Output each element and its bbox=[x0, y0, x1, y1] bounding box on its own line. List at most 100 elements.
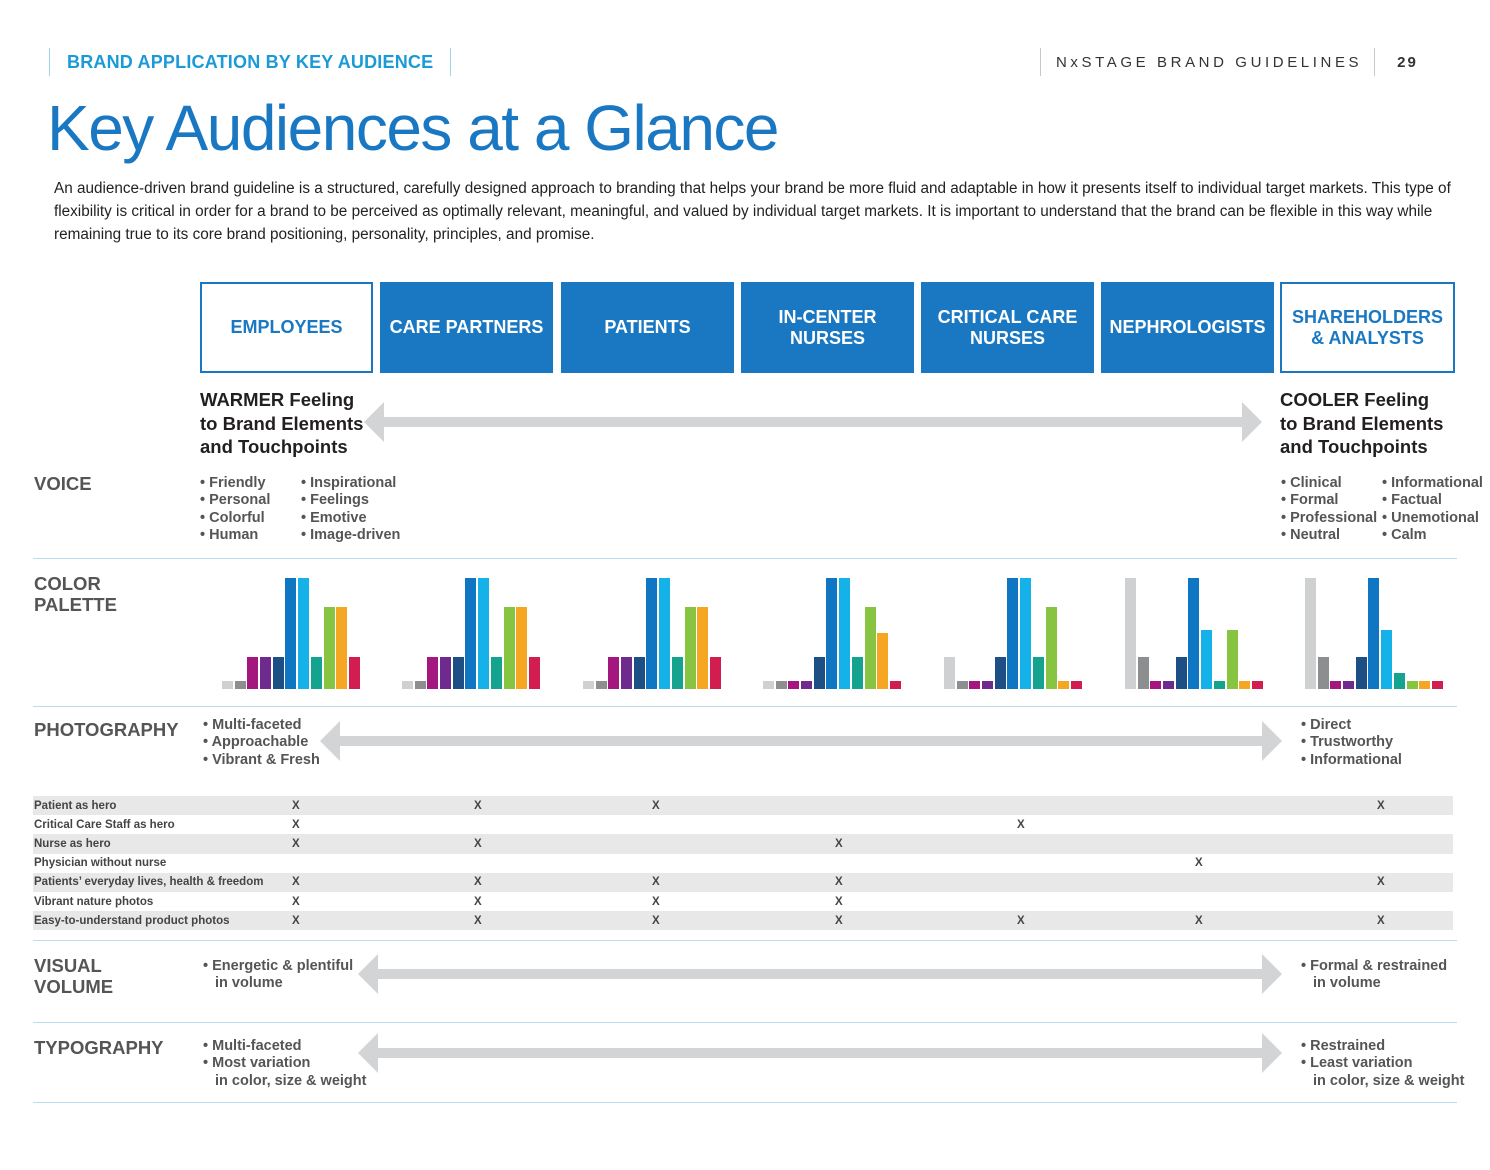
row-mark: X bbox=[652, 895, 660, 908]
row-mark: X bbox=[292, 834, 474, 854]
row-mark: X bbox=[292, 911, 474, 931]
palette-swatch-bar bbox=[621, 657, 633, 689]
photography-arrow bbox=[320, 721, 1282, 761]
palette-swatch-bar bbox=[684, 607, 696, 689]
list-item: Informational bbox=[1382, 475, 1483, 492]
list-item: Feelings bbox=[301, 492, 400, 509]
table-row: Physician without nurse X bbox=[33, 854, 1453, 873]
photography-warm-list: Multi-faceted Approachable Vibrant & Fre… bbox=[203, 717, 320, 769]
row-mark bbox=[1017, 854, 1195, 873]
palette-swatch-bar bbox=[671, 657, 683, 689]
audience-care-partners: CARE PARTNERS bbox=[380, 282, 553, 373]
palette-swatch-bar bbox=[272, 657, 284, 689]
palette-swatch-bar bbox=[788, 681, 800, 689]
palette-swatch-bar bbox=[839, 578, 851, 689]
list-item: Multi-faceted bbox=[203, 1038, 366, 1055]
table-row: Patients’ everyday lives, health & freed… bbox=[33, 872, 1453, 892]
row-mark: X bbox=[835, 895, 843, 908]
row-mark: X bbox=[1017, 818, 1025, 831]
palette-swatch-bar bbox=[478, 578, 490, 689]
photography-matrix: Patient as hero X X X X Critical Care Staff a… bbox=[33, 796, 1453, 931]
palette-shareholders-analysts bbox=[1305, 578, 1445, 689]
palette-swatch-bar bbox=[323, 607, 335, 689]
palette-critical-care-nurses bbox=[944, 578, 1084, 689]
audience-in-center-nurses: IN-CENTER NURSES bbox=[741, 282, 914, 373]
list-item: Personal bbox=[200, 492, 270, 509]
list-item: Informational bbox=[1301, 752, 1402, 769]
row-mark bbox=[1195, 892, 1377, 911]
palette-care-partners bbox=[402, 578, 542, 689]
palette-swatch-bar bbox=[864, 607, 876, 689]
row-label: Vibrant nature photos bbox=[34, 895, 154, 908]
typography-arrow bbox=[358, 1033, 1282, 1073]
row-mark: X bbox=[474, 895, 482, 908]
palette-swatch-bar bbox=[956, 681, 968, 689]
list-item: Colorful bbox=[200, 510, 270, 527]
palette-swatch-bar bbox=[427, 657, 439, 689]
guidelines-title: NxSTAGE BRAND GUIDELINES bbox=[1041, 48, 1376, 76]
audience-employees: EMPLOYEES bbox=[200, 282, 373, 373]
row-mark bbox=[1377, 834, 1453, 854]
row-mark bbox=[1017, 834, 1195, 854]
palette-swatch-bar bbox=[1163, 681, 1175, 689]
guidelines-header: NxSTAGE BRAND GUIDELINES 29 bbox=[1040, 48, 1418, 76]
palette-swatch-bar bbox=[1125, 578, 1136, 689]
palette-swatch-bar bbox=[1175, 657, 1187, 689]
warmer-feeling-label: WARMER Feeling to Brand Elements and Tou… bbox=[200, 389, 364, 457]
palette-swatch-bar bbox=[763, 681, 774, 689]
palette-swatch-bar bbox=[1032, 657, 1044, 689]
palette-swatch-bar bbox=[646, 578, 658, 689]
palette-swatch-bar bbox=[1150, 681, 1162, 689]
palette-swatch-bar bbox=[1355, 657, 1367, 689]
row-mark: X bbox=[1195, 911, 1377, 931]
palette-swatch-bar bbox=[285, 578, 297, 689]
palette-employees bbox=[222, 578, 362, 689]
palette-swatch-bar bbox=[1368, 578, 1380, 689]
list-item: Image-driven bbox=[301, 527, 400, 544]
palette-swatch-bar bbox=[222, 681, 233, 689]
palette-patients bbox=[583, 578, 723, 689]
row-mark: X bbox=[652, 911, 835, 931]
palette-swatch-bar bbox=[1239, 681, 1251, 689]
palette-swatch-bar bbox=[414, 681, 426, 689]
divider bbox=[33, 940, 1457, 941]
row-mark bbox=[835, 854, 1017, 873]
palette-swatch-bar bbox=[1419, 681, 1431, 689]
palette-swatch-bar bbox=[1317, 657, 1329, 689]
palette-swatch-bar bbox=[697, 607, 709, 689]
palette-swatch-bar bbox=[1406, 681, 1418, 689]
row-mark: X bbox=[1377, 911, 1453, 931]
palette-swatch-bar bbox=[336, 607, 348, 689]
row-label: Easy-to-understand product photos bbox=[33, 911, 292, 931]
typography-warm-line-2: Most variation bbox=[212, 1055, 311, 1072]
palette-swatch-bar bbox=[659, 578, 671, 689]
row-mark: X bbox=[474, 872, 652, 892]
list-item: Multi-faceted bbox=[203, 717, 320, 734]
list-item: Unemotional bbox=[1382, 510, 1483, 527]
row-mark bbox=[474, 815, 652, 834]
divider bbox=[33, 706, 1457, 707]
table-row: Critical Care Staff as hero X X bbox=[33, 815, 1453, 834]
palette-swatch-bar bbox=[1393, 673, 1405, 689]
typography-warm-line-3: in color, size & weight bbox=[215, 1072, 367, 1089]
palette-swatch-bar bbox=[528, 657, 540, 689]
palette-swatch-bar bbox=[1305, 578, 1316, 689]
row-mark bbox=[1195, 872, 1377, 892]
palette-swatch-bar bbox=[465, 578, 477, 689]
row-mark bbox=[1017, 796, 1195, 816]
palette-swatch-bar bbox=[1251, 681, 1263, 689]
row-mark: X bbox=[292, 818, 300, 831]
audience-critical-care-nurses: CRITICAL CARE NURSES bbox=[921, 282, 1094, 373]
palette-swatch-bar bbox=[1058, 681, 1070, 689]
row-label: Patients’ everyday lives, health & freed… bbox=[33, 872, 292, 892]
table-row: Vibrant nature photos X X X X bbox=[33, 892, 1453, 911]
palette-swatch-bar bbox=[608, 657, 620, 689]
row-mark: X bbox=[652, 796, 835, 816]
palette-swatch-bar bbox=[877, 633, 889, 689]
